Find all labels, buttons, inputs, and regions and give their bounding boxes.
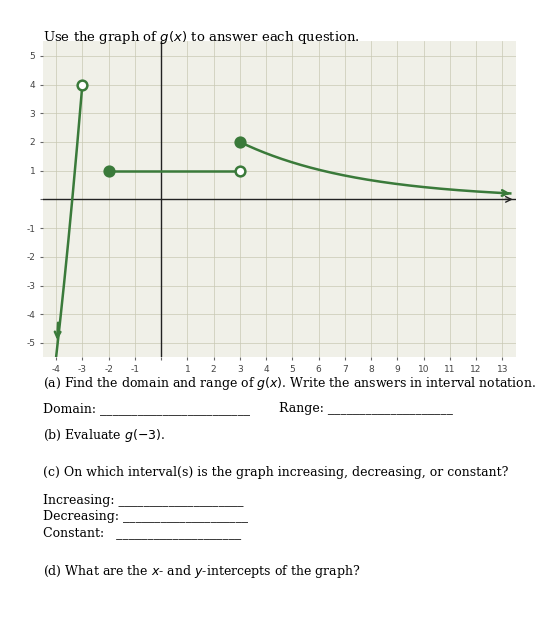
Text: (c) On which interval(s) is the graph increasing, decreasing, or constant?: (c) On which interval(s) is the graph in… bbox=[43, 466, 509, 478]
Text: Domain: ________________________: Domain: ________________________ bbox=[43, 402, 250, 415]
Text: Increasing: ____________________: Increasing: ____________________ bbox=[43, 494, 243, 507]
Text: Constant:   ____________________: Constant: ____________________ bbox=[43, 526, 241, 539]
Text: Use the graph of $g(x)$ to answer each question.: Use the graph of $g(x)$ to answer each q… bbox=[43, 29, 360, 46]
Text: (d) What are the $x$- and $y$-intercepts of the graph?: (d) What are the $x$- and $y$-intercepts… bbox=[43, 563, 360, 580]
Text: Decreasing: ____________________: Decreasing: ____________________ bbox=[43, 510, 248, 523]
Text: (b) Evaluate $g(-3)$.: (b) Evaluate $g(-3)$. bbox=[43, 427, 165, 445]
Text: Range: ____________________: Range: ____________________ bbox=[279, 402, 453, 415]
Text: (a) Find the domain and range of $g(x)$. Write the answers in interval notation.: (a) Find the domain and range of $g(x)$.… bbox=[43, 375, 536, 392]
